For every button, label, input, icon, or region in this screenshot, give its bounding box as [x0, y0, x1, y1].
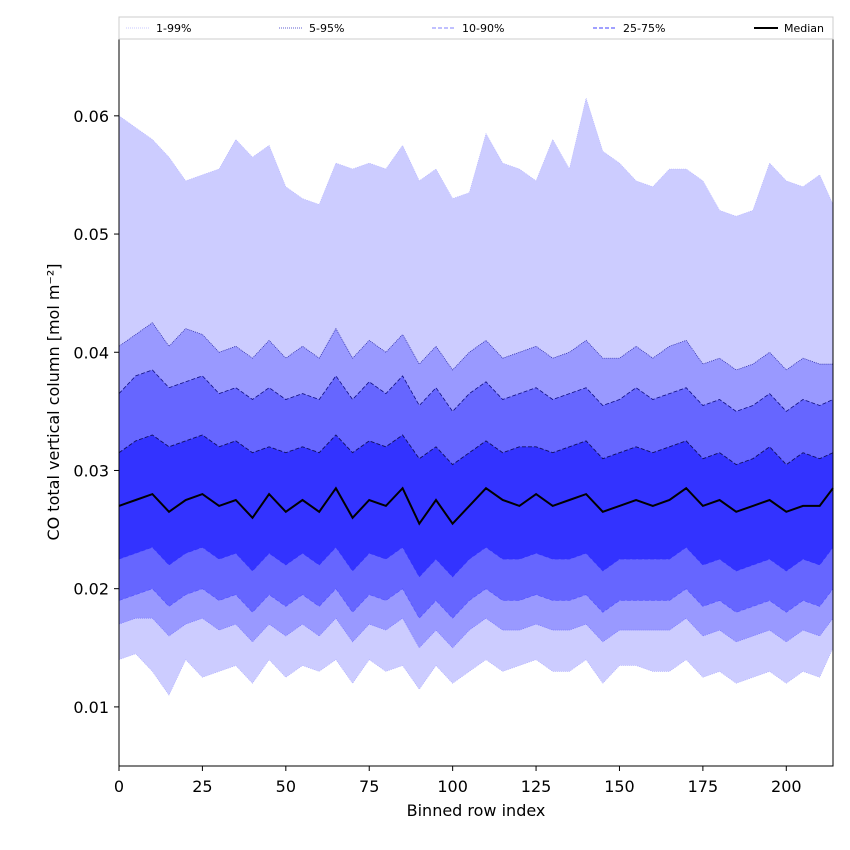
x-tick-label: 50 [276, 777, 296, 796]
x-tick-label: 200 [771, 777, 802, 796]
percentile-lines [118, 96, 834, 696]
legend-label: 5-95% [309, 22, 344, 35]
x-tick-label: 100 [437, 777, 468, 796]
line-median [118, 486, 834, 526]
legend: 1-99% 5-95% 10-90% 25-75% Median [118, 16, 834, 40]
x-tick-label: 75 [359, 777, 379, 796]
legend-label: Median [784, 22, 824, 35]
legend-label: 1-99% [156, 22, 191, 35]
line-25-75-upper [118, 434, 834, 466]
x-tick-label: 150 [604, 777, 635, 796]
line-1-99-upper [118, 96, 834, 217]
x-tick-label: 0 [114, 777, 124, 796]
x-axis-label: Binned row index [407, 801, 546, 820]
x-tick-label: 25 [192, 777, 212, 796]
legend-label: 25-75% [623, 22, 665, 35]
x-tick-label: 125 [521, 777, 552, 796]
y-tick-label: 0.05 [73, 225, 109, 244]
y-axis-label: CO total vertical column [mol m⁻²] [44, 263, 63, 540]
y-tick-label: 0.04 [73, 343, 109, 362]
line-5-95-upper [118, 322, 833, 371]
y-tick-label: 0.01 [73, 698, 109, 717]
legend-box [118, 16, 834, 40]
percentile-bands [119, 98, 833, 696]
x-tick-label: 175 [688, 777, 719, 796]
line-10-90-lower [118, 588, 834, 619]
x-axis: 0 25 50 75 100 125 150 175 200 [114, 766, 802, 796]
legend-label: 10-90% [462, 22, 504, 35]
y-axis: 0.01 0.02 0.03 0.04 0.05 0.06 [73, 107, 119, 717]
y-tick-label: 0.06 [73, 107, 109, 126]
line-10-90-upper [118, 369, 834, 413]
y-tick-label: 0.03 [73, 461, 109, 480]
line-25-75-lower [118, 546, 834, 578]
line-5-95-lower [118, 617, 834, 649]
y-tick-label: 0.02 [73, 580, 109, 599]
band-25-75 [119, 435, 833, 577]
line-1-99-lower [118, 647, 834, 696]
